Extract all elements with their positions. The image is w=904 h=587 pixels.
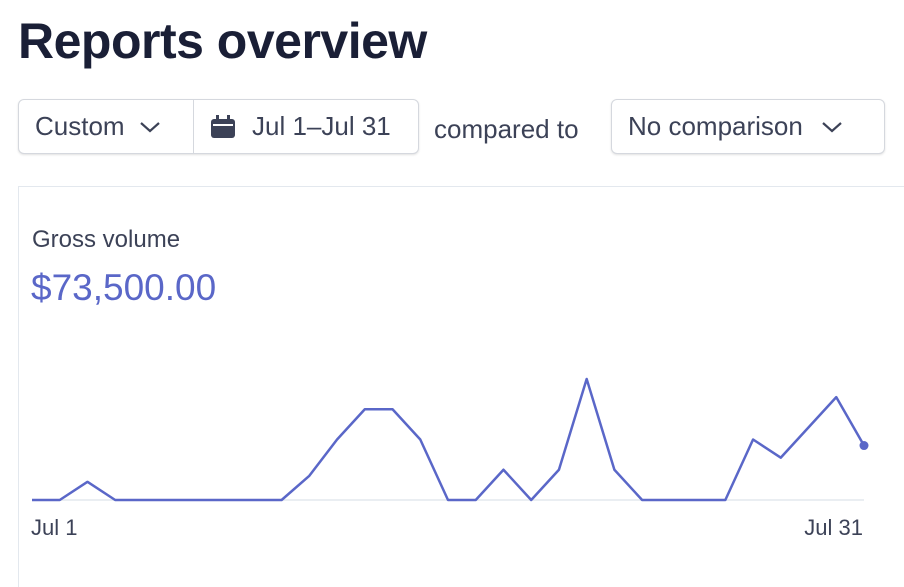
line-series bbox=[32, 377, 866, 502]
date-button[interactable]: Jul 1–Jul 31 bbox=[194, 100, 407, 153]
range-dropdown[interactable]: Custom bbox=[19, 100, 194, 153]
comparison-dropdown[interactable]: No comparison bbox=[611, 99, 885, 154]
x-tick-label: Jul 31 bbox=[804, 515, 863, 540]
chart-card bbox=[18, 186, 904, 587]
total-value: $73,500.00 bbox=[31, 267, 216, 308]
compare-text: compared to bbox=[434, 114, 579, 144]
comparison-label: No comparison bbox=[628, 111, 803, 141]
chevron-icon bbox=[822, 121, 842, 132]
end-point bbox=[859, 441, 869, 451]
page: Reports overview Custom Jul 1–Jul 31 com… bbox=[18, 13, 904, 587]
chevron-icon bbox=[139, 121, 160, 132]
date-range-picker: Custom Jul 1–Jul 31 bbox=[18, 99, 419, 154]
calendar-icon bbox=[211, 114, 235, 138]
x-tick-label: Jul 1 bbox=[31, 515, 77, 540]
date-label: Jul 1–Jul 31 bbox=[252, 111, 391, 141]
page-title: Reports overview bbox=[18, 13, 427, 69]
chart-title: Gross volume bbox=[32, 226, 180, 253]
range-label: Custom bbox=[35, 111, 125, 141]
chart: Gross volume $73,500.00 Jul 1 Jul 31 bbox=[31, 226, 869, 540]
